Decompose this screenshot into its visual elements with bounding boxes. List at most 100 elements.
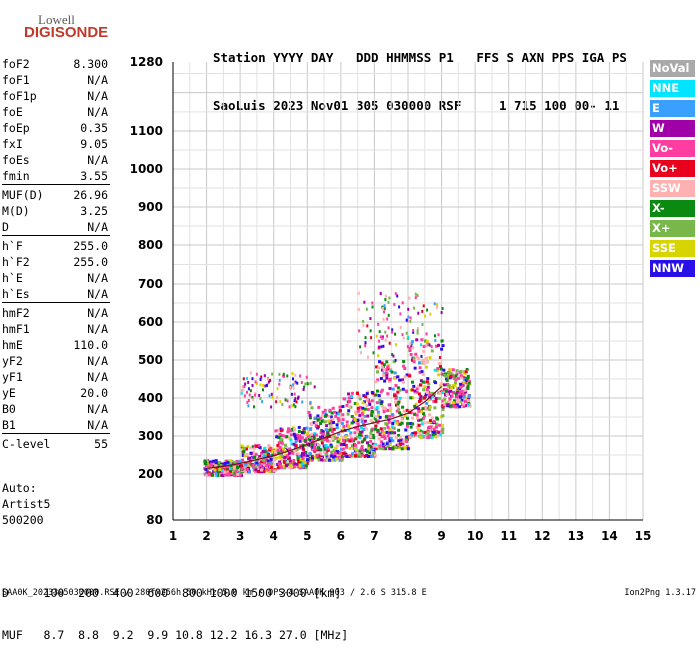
echo-point — [433, 432, 437, 436]
echo-point — [258, 393, 261, 397]
echo-point — [387, 431, 391, 435]
echo-point — [377, 394, 381, 398]
echo-point — [374, 424, 378, 428]
x-tick-label: 15 — [635, 529, 652, 543]
logo-digisonde-text: DIGISONDE — [24, 24, 109, 41]
echo-point — [417, 407, 421, 411]
echo-point — [329, 415, 333, 419]
echo-point — [384, 447, 388, 451]
echo-point — [284, 398, 287, 402]
echo-point — [424, 392, 428, 396]
echo-point — [313, 385, 316, 389]
param-name: MUF(D) — [2, 188, 44, 202]
echo-point — [336, 416, 340, 420]
echo-point — [455, 393, 459, 397]
echo-point — [249, 389, 252, 393]
echo-point — [300, 445, 304, 449]
echo-point — [218, 465, 222, 469]
echo-point — [378, 398, 382, 402]
echo-point — [383, 304, 386, 308]
echo-point — [417, 434, 421, 438]
echo-point — [416, 329, 419, 333]
echo-point — [441, 414, 445, 418]
echo-point — [301, 457, 305, 461]
echo-point — [457, 400, 461, 404]
echo-point — [429, 312, 432, 316]
echo-point — [347, 409, 351, 413]
echo-point — [427, 421, 431, 425]
echo-point — [358, 405, 362, 409]
echo-point — [353, 402, 357, 406]
echo-point — [273, 452, 277, 456]
echo-point — [297, 465, 301, 469]
echo-point — [228, 461, 232, 465]
echo-point — [272, 463, 276, 467]
echo-point — [290, 465, 294, 469]
echo-point — [389, 437, 393, 441]
param-row: B1 N/A — [2, 417, 110, 433]
echo-point — [410, 416, 414, 420]
echo-point — [276, 443, 280, 447]
echo-point — [464, 370, 468, 374]
echo-point — [326, 447, 330, 451]
echo-point — [359, 345, 362, 349]
echo-point — [276, 428, 280, 432]
echo-point — [338, 458, 342, 462]
echo-point — [279, 400, 282, 404]
echo-point — [434, 435, 438, 439]
echo-point — [456, 387, 460, 391]
param-value: N/A — [87, 418, 108, 432]
echo-point — [269, 446, 273, 450]
echo-point — [444, 377, 448, 381]
echo-point — [364, 344, 367, 348]
echo-point — [422, 412, 426, 416]
echo-point — [268, 448, 272, 452]
echo-point — [405, 416, 409, 420]
echo-point — [369, 439, 373, 443]
echo-point — [286, 399, 289, 403]
echo-point — [439, 383, 443, 387]
echo-point — [248, 393, 251, 397]
echo-point — [376, 421, 380, 425]
echo-point — [426, 377, 430, 381]
echo-point — [309, 439, 313, 443]
echo-point — [354, 454, 358, 458]
echo-point — [317, 457, 321, 461]
echo-point — [354, 448, 358, 452]
echo-point — [292, 442, 296, 446]
echo-point — [328, 439, 332, 443]
echo-point — [371, 427, 375, 431]
echo-point — [356, 409, 360, 413]
echo-point — [267, 444, 271, 448]
echo-point — [408, 346, 411, 350]
x-tick-label: 10 — [467, 529, 484, 543]
echo-point — [226, 464, 230, 468]
echo-point — [428, 425, 432, 429]
echo-point — [413, 431, 417, 435]
echo-point — [271, 372, 274, 376]
echo-point — [349, 454, 353, 458]
echo-point — [321, 434, 325, 438]
echo-point — [415, 390, 419, 394]
echo-point — [314, 433, 318, 437]
echo-point — [374, 415, 378, 419]
echo-point — [349, 431, 353, 435]
echo-point — [294, 444, 298, 448]
echo-point — [253, 455, 257, 459]
polarization-legend: NoVal NNE E W Vo- Vo+ SSW X- X+ SSE NNW — [650, 60, 695, 280]
echo-point — [383, 307, 386, 311]
echo-point — [432, 427, 436, 431]
echo-point — [415, 416, 419, 420]
echo-point — [455, 398, 459, 402]
echo-point — [217, 473, 221, 477]
echo-point — [335, 444, 339, 448]
echo-point — [265, 457, 269, 461]
echo-point — [312, 421, 316, 425]
echo-point — [264, 461, 268, 465]
echo-point — [350, 391, 354, 395]
echo-point — [305, 432, 309, 436]
echo-point — [320, 419, 324, 423]
echo-point — [373, 416, 377, 420]
echo-point — [440, 423, 444, 427]
echo-point — [428, 405, 432, 409]
